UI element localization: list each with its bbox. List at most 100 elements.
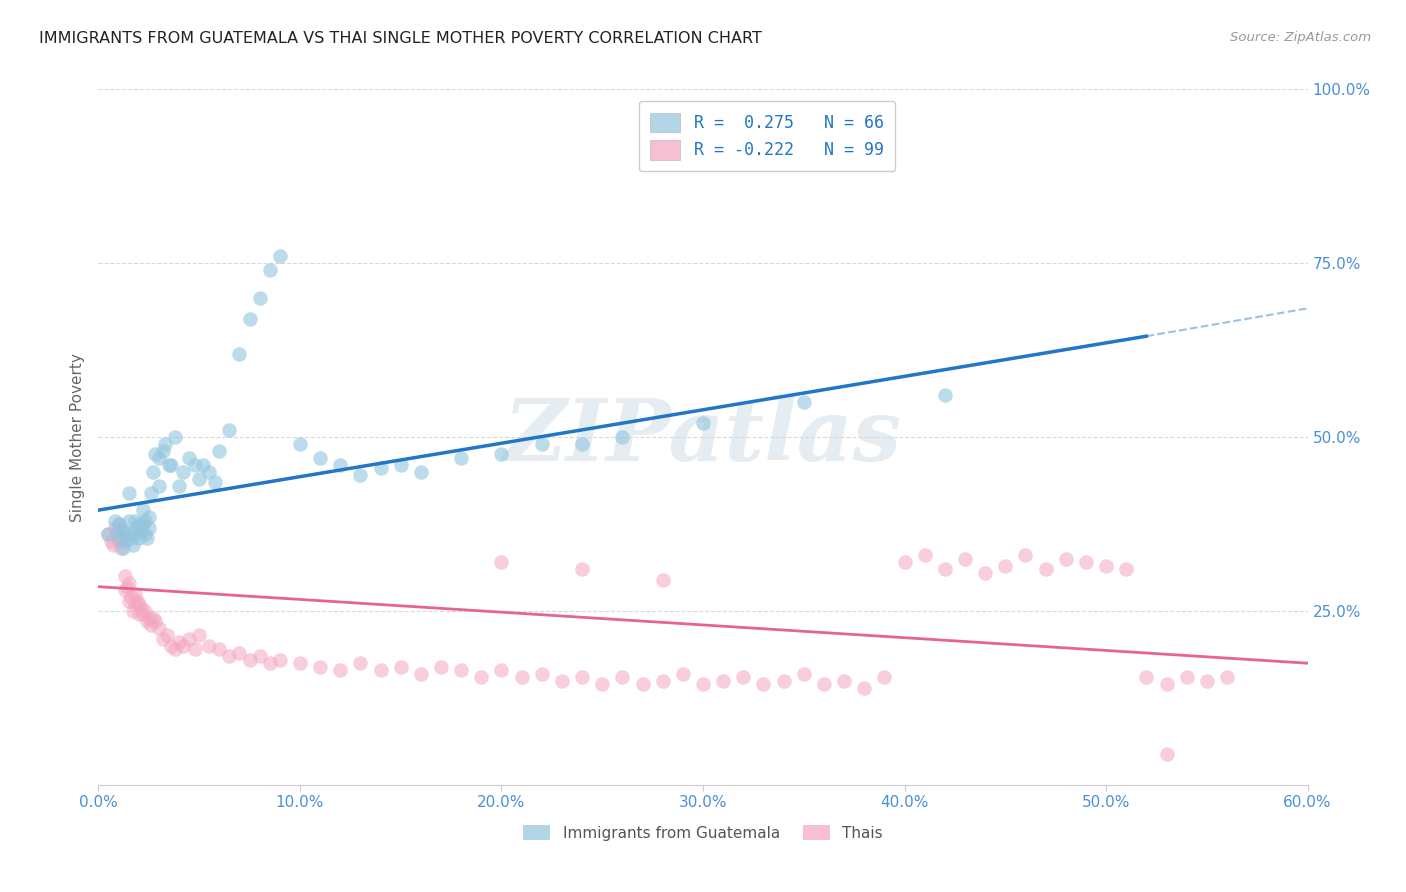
Point (107, 516, 129, 531)
Point (111, 541, 134, 556)
Point (530, 437, 553, 451)
Point (370, 461, 392, 475)
Point (692, 677, 714, 691)
Point (148, 479, 170, 493)
Point (1156, 747, 1178, 761)
Point (128, 607, 150, 622)
Point (143, 615, 166, 629)
Point (228, 346, 250, 360)
Point (118, 576, 141, 591)
Point (733, 670, 755, 684)
Point (1074, 555, 1097, 569)
Point (914, 549, 936, 563)
Point (107, 531, 129, 545)
Point (1135, 670, 1157, 684)
Point (772, 673, 794, 688)
Point (118, 593, 141, 607)
Point (139, 618, 162, 632)
Point (120, 590, 142, 604)
Point (672, 666, 695, 681)
Point (711, 673, 734, 688)
Point (120, 531, 142, 545)
Point (184, 642, 207, 657)
Point (118, 485, 141, 500)
Point (184, 458, 207, 472)
Point (138, 611, 160, 625)
Point (204, 475, 226, 490)
Point (138, 510, 160, 524)
Point (188, 472, 211, 486)
Point (110, 541, 132, 556)
Point (329, 663, 352, 677)
Point (1195, 673, 1218, 688)
Point (551, 673, 574, 688)
Point (994, 558, 1017, 573)
Point (510, 670, 533, 684)
Point (132, 516, 155, 531)
Point (163, 430, 186, 444)
Point (591, 677, 613, 691)
Point (349, 468, 371, 483)
Point (152, 632, 174, 646)
Point (135, 615, 157, 629)
Point (793, 666, 815, 681)
Point (111, 531, 134, 545)
Legend: Immigrants from Guatemala, Thais: Immigrants from Guatemala, Thais (517, 819, 889, 847)
Point (118, 514, 141, 528)
Point (105, 527, 128, 541)
Point (249, 649, 271, 664)
Point (470, 670, 492, 684)
Point (132, 607, 155, 622)
Point (953, 551, 976, 566)
Point (1115, 562, 1137, 576)
Point (193, 458, 215, 472)
Point (1054, 551, 1077, 566)
Point (893, 555, 915, 569)
Point (148, 621, 170, 635)
Point (142, 465, 165, 479)
Point (208, 642, 231, 657)
Point (121, 538, 143, 552)
Point (530, 666, 553, 681)
Point (124, 527, 146, 541)
Point (249, 291, 271, 305)
Point (129, 600, 152, 615)
Point (124, 514, 146, 528)
Point (172, 465, 194, 479)
Point (100, 534, 122, 549)
Point (218, 423, 240, 437)
Point (1156, 677, 1178, 691)
Point (128, 516, 150, 531)
Point (873, 670, 896, 684)
Point (1216, 670, 1239, 684)
Text: Source: ZipAtlas.com: Source: ZipAtlas.com (1230, 31, 1371, 45)
Point (107, 516, 129, 531)
Point (269, 653, 291, 667)
Point (974, 566, 997, 580)
Point (143, 447, 166, 462)
Point (172, 639, 194, 653)
Point (142, 611, 165, 625)
Point (631, 677, 654, 691)
Point (813, 677, 835, 691)
Point (129, 524, 152, 538)
Point (156, 628, 179, 642)
Point (153, 437, 176, 451)
Point (208, 444, 231, 458)
Point (139, 485, 162, 500)
Point (934, 562, 956, 576)
Point (97, 527, 120, 541)
Point (389, 659, 412, 673)
Point (179, 632, 201, 646)
Point (1095, 558, 1118, 573)
Text: IMMIGRANTS FROM GUATEMALA VS THAI SINGLE MOTHER POVERTY CORRELATION CHART: IMMIGRANTS FROM GUATEMALA VS THAI SINGLE… (39, 31, 762, 46)
Point (491, 663, 513, 677)
Point (389, 458, 412, 472)
Point (111, 524, 134, 538)
Point (128, 597, 150, 611)
Point (179, 450, 201, 465)
Point (409, 666, 432, 681)
Point (114, 569, 136, 583)
Point (134, 514, 156, 528)
Point (103, 520, 125, 534)
